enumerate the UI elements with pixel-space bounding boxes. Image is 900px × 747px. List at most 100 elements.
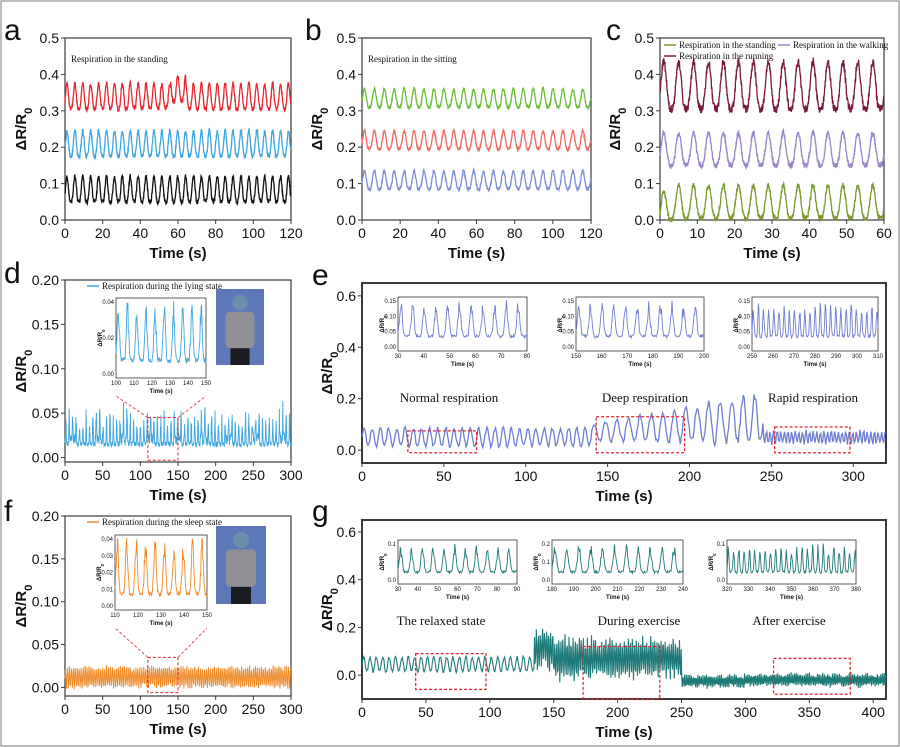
inset-line: [551, 544, 684, 576]
inset-y-tick-label: 0.04: [102, 300, 114, 306]
x-tick-label: 40: [802, 225, 818, 241]
inset-x-tick-label: 50: [434, 587, 441, 593]
inset-x-tick-label: 280: [810, 354, 821, 360]
x-axis-label: Time (s): [595, 724, 652, 741]
annotation-label: The relaxed state: [397, 613, 486, 628]
y-tick-label: 0.2: [337, 139, 357, 155]
inset-x-tick-label: 350: [786, 587, 797, 593]
x-tick-label: 0: [61, 701, 69, 717]
inset-y-tick-label: 0.03: [101, 554, 113, 560]
inset-x-tick-label: 180: [648, 354, 659, 360]
inset-x-axis-label: Time (s): [780, 595, 803, 601]
inset-x-tick-label: 110: [129, 381, 139, 387]
x-tick-label: 300: [842, 468, 866, 484]
connector-line: [177, 627, 208, 658]
y-tick-label: 0.2: [40, 139, 60, 155]
y-tick-label: 0.3: [635, 103, 655, 119]
inset-g-1: 30 40 50 60 70 80 90 0.1 0.0 Time (s) ΔR/R0: [380, 539, 521, 601]
legend-label: Respiration during the lying state: [102, 281, 222, 291]
highlight-box: [595, 416, 686, 454]
photo-head: [232, 295, 248, 311]
inset-x-tick-label: 310: [873, 354, 884, 360]
photo-legs: [230, 348, 250, 365]
annotation-label: After exercise: [752, 613, 825, 628]
x-tick-label: 60: [469, 225, 485, 241]
inset-x-tick-label: 240: [678, 587, 689, 593]
legend-label: Respiration in the standing: [679, 40, 776, 50]
inset-e-1: 30 40 50 60 70 80 0.15 0.10 0.05 0.00 Time (s) ΔR/R…: [380, 296, 531, 368]
panel-letter: f: [4, 495, 13, 528]
inset-y-tick-label: 0.00: [562, 345, 574, 351]
y-tick-label: 0.1: [40, 176, 60, 192]
x-axis-label: Time (s): [149, 487, 206, 504]
series-line-1: [361, 85, 592, 111]
panel-letter: g: [312, 495, 329, 528]
series-line-1: [64, 74, 292, 114]
x-tick-label: 200: [204, 467, 228, 483]
legend-label: Respiration in the sitting: [368, 54, 457, 64]
panel-g: 0 50 100 150 200 250 300 350 400 0.0 0.2 0.4 0.6 Time…: [312, 495, 887, 741]
inset-x-tick-label: 60: [472, 354, 479, 360]
photo-torso: [225, 311, 255, 349]
inset-y-tick-label: 0.05: [562, 330, 574, 336]
inset-x-tick-label: 170: [622, 354, 633, 360]
inset-x-tick-label: 330: [743, 587, 754, 593]
x-tick-label: 10: [690, 225, 706, 241]
inset-x-tick-label: 290: [831, 354, 842, 360]
inset-y-tick-label: 0.15: [738, 299, 750, 305]
inset-frame: [397, 539, 518, 585]
y-tick-label: 0.0: [635, 212, 655, 228]
inset-x-tick-label: 30: [395, 587, 402, 593]
y-tick-label: 0.4: [635, 66, 655, 82]
series-line-3: [64, 173, 292, 207]
inset-x-tick-label: 150: [571, 354, 582, 360]
x-tick-label: 400: [862, 704, 886, 720]
inset-line: [397, 300, 528, 340]
panel-letter: e: [312, 259, 329, 292]
inset-y-axis-label: ΔR/R0: [734, 315, 742, 333]
annotation-label: Normal respiration: [400, 390, 499, 405]
inset-x-tick-label: 120: [147, 381, 158, 387]
inset-x-tick-label: 150: [202, 613, 213, 619]
y-tick-label: 0.6: [337, 524, 357, 540]
x-tick-label: 150: [542, 704, 566, 720]
inset-x-tick-label: 120: [133, 613, 144, 619]
x-tick-label: 80: [208, 225, 224, 241]
inset-y-axis-label: ΔR/R0: [534, 553, 542, 571]
x-tick-label: 60: [170, 225, 186, 241]
inset-line: [751, 302, 879, 340]
x-tick-label: 250: [760, 468, 784, 484]
inset-y-axis-label: ΔR/R0: [380, 315, 388, 333]
x-tick-label: 100: [514, 468, 538, 484]
inset-x-tick-label: 370: [829, 587, 840, 593]
inset-y-tick-label: 0.10: [384, 314, 396, 320]
panel-f: 0 50 100 150 200 250 300 0.00 0.05 0.10 0.15 0.20 Ti…: [4, 495, 303, 738]
inset-x-axis-label: Time (s): [451, 362, 474, 368]
y-tick-label: 0.5: [635, 30, 655, 46]
highlight-box: [147, 417, 179, 461]
inset-x-axis-label: Time (s): [150, 389, 173, 395]
photo-legs: [231, 586, 251, 604]
plot-frame: [361, 282, 887, 464]
inset-y-axis-label: ΔR/R0: [98, 329, 106, 347]
x-tick-label: 50: [95, 467, 111, 483]
inset-y-tick-label: 0.05: [384, 330, 396, 336]
inset-y-tick-label: 0.10: [738, 314, 750, 320]
y-tick-label: 0.0: [337, 667, 357, 683]
inset-frame: [575, 296, 705, 352]
inset-y-tick-label: 0.04: [101, 537, 113, 543]
inset-y-tick-label: 0.02: [101, 571, 113, 577]
x-tick-label: 50: [418, 704, 434, 720]
inset-x-axis-label: Time (s): [804, 362, 827, 368]
inset-line: [726, 543, 857, 575]
series-line-2: [64, 127, 292, 161]
x-tick-label: 40: [133, 225, 149, 241]
x-tick-label: 100: [242, 225, 266, 241]
x-axis-label: Time (s): [149, 245, 206, 262]
series-line-1: [659, 57, 885, 114]
x-tick-label: 0: [656, 225, 664, 241]
inset-g-2: 180 190 200 210 220 230 240 0.2 0.1 0.0 Time (s) ΔR…: [534, 539, 689, 601]
x-tick-label: 100: [541, 225, 565, 241]
inset-x-tick-label: 90: [514, 587, 521, 593]
x-tick-label: 150: [166, 467, 190, 483]
